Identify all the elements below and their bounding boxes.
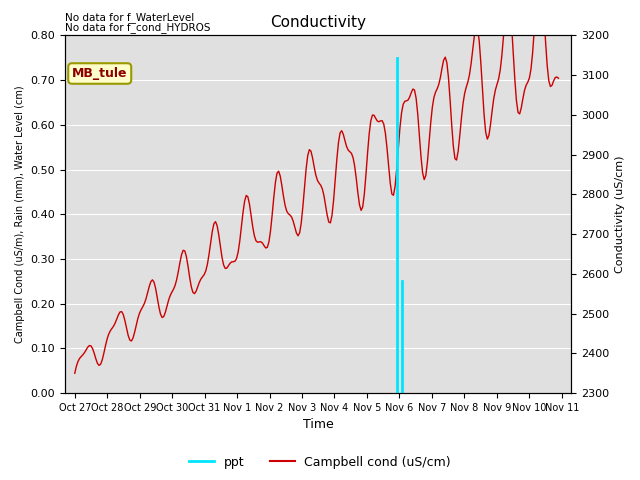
Text: No data for f_cond_HYDROS: No data for f_cond_HYDROS xyxy=(65,22,211,33)
Text: No data for f_WaterLevel: No data for f_WaterLevel xyxy=(65,12,195,23)
Text: MB_tule: MB_tule xyxy=(72,67,127,80)
Y-axis label: Campbell Cond (uS/m), Rain (mm), Water Level (cm): Campbell Cond (uS/m), Rain (mm), Water L… xyxy=(15,85,25,343)
Title: Conductivity: Conductivity xyxy=(270,15,366,30)
Y-axis label: Conductivity (uS/cm): Conductivity (uS/cm) xyxy=(615,156,625,273)
X-axis label: Time: Time xyxy=(303,419,333,432)
Legend: ppt, Campbell cond (uS/cm): ppt, Campbell cond (uS/cm) xyxy=(184,451,456,474)
